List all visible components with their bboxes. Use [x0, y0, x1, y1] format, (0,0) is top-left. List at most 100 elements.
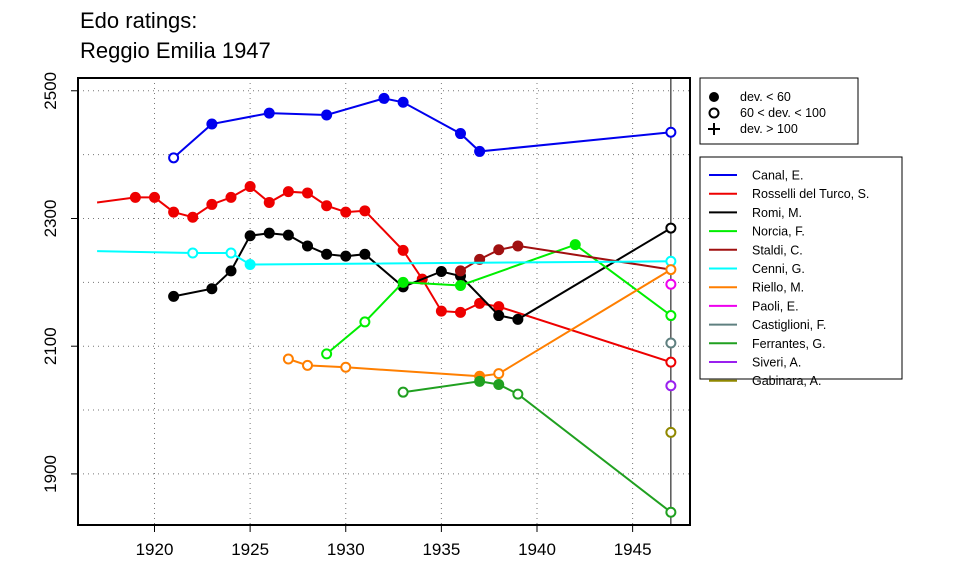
point-filled-1-5 [206, 198, 218, 210]
plot-frame [77, 77, 691, 526]
series-6 [282, 264, 677, 382]
series-line-9 [402, 380, 672, 513]
series-1 [96, 181, 677, 368]
point-filled-2-6 [302, 240, 313, 252]
series-legend-label-4: Staldi, C. [752, 243, 803, 257]
point-open-11-0 [665, 426, 677, 438]
point-filled-1-2 [149, 191, 160, 203]
legend-marker-filled [709, 92, 719, 102]
series-line-0 [172, 97, 671, 159]
point-open-0-8 [665, 126, 677, 138]
x-tick-label-1940: 1940 [518, 540, 556, 559]
point-filled-1-1 [129, 191, 141, 203]
x-tick-label-1925: 1925 [231, 540, 269, 559]
point-open-1-20 [665, 356, 677, 368]
point-filled-1-12 [340, 206, 352, 218]
point-filled-5-3 [244, 258, 256, 270]
series-2 [168, 222, 677, 325]
point-open-6-4 [493, 368, 505, 380]
y-tick-label-2500: 2500 [41, 72, 60, 110]
point-open-9-4 [665, 506, 677, 518]
point-filled-4-2 [493, 244, 505, 256]
series-legend-label-1: Rosselli del Turco, S. [752, 187, 869, 201]
point-filled-2-7 [321, 248, 333, 260]
point-filled-0-3 [321, 109, 333, 121]
point-filled-0-4 [378, 92, 390, 104]
point-filled-2-11 [435, 265, 447, 277]
series-legend-label-0: Canal, E. [752, 169, 803, 183]
series-line-5 [97, 250, 671, 266]
point-filled-9-2 [493, 379, 505, 391]
point-filled-2-4 [263, 227, 275, 239]
series-5 [97, 247, 677, 270]
series-7 [665, 278, 677, 290]
point-filled-1-10 [302, 187, 313, 199]
series-0 [168, 92, 677, 164]
point-filled-3-2 [397, 276, 409, 288]
point-filled-1-14 [397, 244, 409, 256]
marker-legend-box [699, 77, 859, 145]
point-filled-4-0 [455, 265, 466, 277]
point-filled-1-18 [474, 297, 486, 309]
y-tick-label-1900: 1900 [41, 455, 60, 493]
point-filled-1-16 [435, 305, 447, 317]
point-filled-1-8 [263, 197, 275, 209]
y-tick-label-2100: 2100 [41, 327, 60, 365]
chart-title-line-1: Edo ratings: [80, 8, 197, 33]
point-filled-2-5 [282, 229, 294, 241]
series-legend-label-2: Romi, M. [752, 206, 802, 220]
series-legend-label-10: Siveri, A. [752, 356, 801, 370]
series-legend-label-3: Norcia, F. [752, 225, 805, 239]
series-4 [455, 240, 672, 277]
marker-legend: dev. < 60 60 < dev. < 100 dev. > 100 [699, 77, 859, 145]
marker-legend-label-0: dev. < 60 [740, 90, 791, 104]
y-tick-label-2300: 2300 [41, 200, 60, 238]
chart-title-line-2: Reggio Emilia 1947 [80, 38, 271, 63]
x-tick-label-1935: 1935 [422, 540, 460, 559]
y-axis: 1900 2100 2300 2500 [41, 72, 78, 493]
point-filled-0-5 [397, 96, 409, 108]
point-filled-2-14 [512, 313, 524, 325]
point-filled-1-3 [168, 206, 180, 218]
series-9 [397, 375, 677, 518]
point-filled-1-9 [282, 186, 294, 198]
point-filled-0-2 [263, 107, 275, 119]
point-open-3-0 [321, 348, 333, 360]
x-tick-label-1945: 1945 [614, 540, 652, 559]
point-filled-2-3 [244, 230, 256, 242]
point-filled-9-1 [474, 375, 486, 387]
point-filled-2-8 [340, 250, 352, 262]
point-open-6-5 [665, 264, 677, 276]
x-axis: 1920 1925 1930 1935 1940 1945 [136, 525, 652, 559]
marker-legend-label-1: 60 < dev. < 100 [740, 106, 826, 120]
series-legend-label-11: Gabinara, A. [752, 374, 822, 388]
point-filled-0-1 [206, 118, 218, 130]
point-open-3-1 [359, 316, 371, 328]
point-filled-1-7 [244, 181, 256, 193]
point-filled-2-2 [225, 265, 237, 277]
series-legend-label-7: Paoli, E. [752, 299, 799, 313]
legend-marker-open [708, 107, 720, 119]
point-open-6-0 [282, 353, 294, 365]
point-filled-3-3 [455, 280, 466, 292]
series-line-6 [288, 268, 672, 378]
series-10 [665, 380, 677, 392]
point-open-6-1 [302, 359, 313, 371]
x-tick-label-1930: 1930 [327, 540, 365, 559]
point-filled-2-9 [359, 248, 371, 260]
point-open-2-15 [665, 222, 677, 234]
x-tick-label-1920: 1920 [136, 540, 174, 559]
series-11 [665, 426, 677, 438]
series-legend-label-9: Ferrantes, G. [752, 337, 826, 351]
series-legend: Canal, E. Rosselli del Turco, S. Romi, M. N… [699, 156, 903, 388]
point-filled-2-0 [168, 290, 180, 302]
point-filled-2-1 [206, 283, 218, 295]
point-filled-1-17 [455, 306, 466, 318]
point-filled-3-4 [569, 239, 581, 251]
point-open-3-5 [665, 310, 677, 322]
point-filled-1-4 [187, 211, 199, 223]
point-filled-0-6 [455, 128, 466, 140]
point-open-5-1 [187, 247, 199, 259]
point-filled-1-11 [321, 200, 333, 212]
